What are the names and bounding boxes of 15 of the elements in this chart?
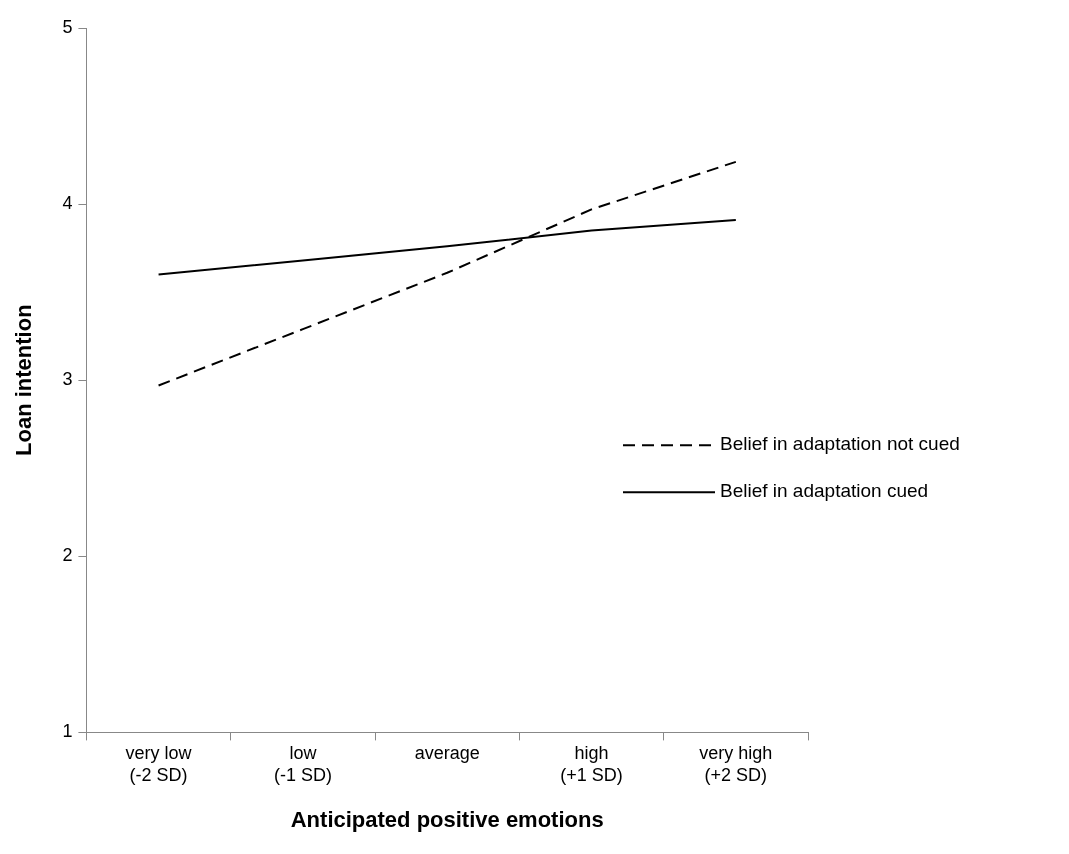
x-tick-label: low (-1 SD) <box>273 743 332 785</box>
y-tick-label: 2 <box>62 545 73 566</box>
legend-label: Belief in adaptation cued <box>720 480 929 502</box>
x-tick-label: average <box>414 743 480 764</box>
x-tick-label: very low (-2 SD) <box>125 743 193 785</box>
x-tick-label: very high (+2 SD) <box>699 743 773 785</box>
y-tick-label: 5 <box>62 16 73 37</box>
y-tick-label: 1 <box>62 721 73 742</box>
y-tick-label: 3 <box>62 369 73 390</box>
line-series <box>157 160 737 387</box>
legend-label: Belief in adaptation not cued <box>720 433 960 455</box>
y-axis-title: Loan intention <box>11 304 37 456</box>
x-tick-label: high (+1 SD) <box>560 743 623 785</box>
x-axis-title: Anticipated positive emotions <box>290 806 604 832</box>
y-tick-label: 4 <box>62 193 73 214</box>
